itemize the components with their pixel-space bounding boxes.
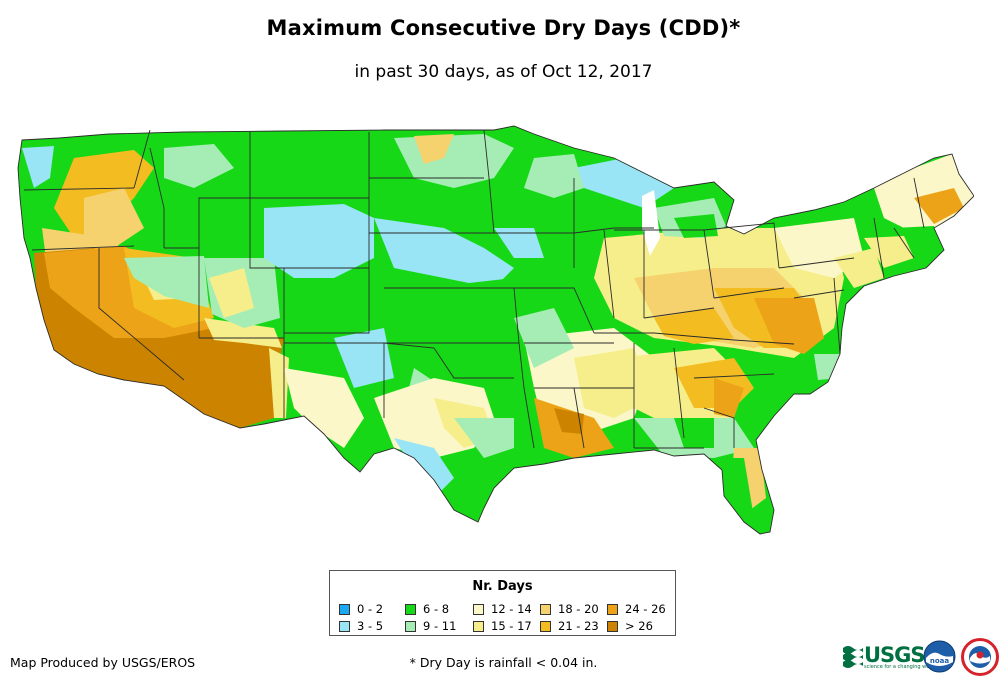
usgs-wave-icon xyxy=(843,646,863,668)
legend-item: 3 - 5 xyxy=(339,619,405,633)
legend-item: 24 - 26 xyxy=(607,602,669,616)
legend-swatch xyxy=(540,603,551,615)
nws-logo xyxy=(961,638,999,676)
noaa-text: noaa xyxy=(930,657,950,665)
map-subtitle: in past 30 days, as of Oct 12, 2017 xyxy=(354,62,653,82)
legend-label: 15 - 17 xyxy=(491,619,532,633)
legend-swatch xyxy=(339,603,350,615)
legend-swatch xyxy=(607,620,618,632)
usgs-wordmark: USGS xyxy=(864,643,926,667)
usgs-tagline: science for a changing world xyxy=(864,664,936,670)
legend-swatch xyxy=(405,603,416,615)
legend-item: 18 - 20 xyxy=(540,602,607,616)
legend-swatch xyxy=(473,603,484,615)
legend-label: 6 - 8 xyxy=(423,602,450,616)
legend-title: Nr. Days xyxy=(472,579,533,594)
legend-label: 24 - 26 xyxy=(625,602,666,616)
map-title: Maximum Consecutive Dry Days (CDD)* xyxy=(266,16,741,40)
map-credit: Map Produced by USGS/EROS xyxy=(10,655,196,670)
legend-item: > 26 xyxy=(607,619,669,633)
legend-item: 0 - 2 xyxy=(339,602,405,616)
legend-label: 3 - 5 xyxy=(357,619,384,633)
legend-box: Nr. Days 0 - 2 6 - 8 12 - 14 18 - 20 24 … xyxy=(329,570,676,636)
legend-item: 21 - 23 xyxy=(540,619,607,633)
noaa-logo: noaa xyxy=(923,640,956,673)
legend-item: 15 - 17 xyxy=(473,619,540,633)
legend-swatch xyxy=(473,620,484,632)
usgs-logo: USGS science for a changing world xyxy=(843,641,936,671)
legend-grid: 0 - 2 6 - 8 12 - 14 18 - 20 24 - 26 3 - … xyxy=(339,602,669,633)
legend-label: 21 - 23 xyxy=(558,619,599,633)
legend-label: > 26 xyxy=(625,619,653,633)
legend-item: 12 - 14 xyxy=(473,602,540,616)
legend-label: 18 - 20 xyxy=(558,602,599,616)
legend-item: 6 - 8 xyxy=(405,602,473,616)
legend-label: 9 - 11 xyxy=(423,619,457,633)
legend-item: 9 - 11 xyxy=(405,619,473,633)
legend-swatch xyxy=(607,603,618,615)
us-cdd-map xyxy=(17,125,974,535)
legend-swatch xyxy=(339,620,350,632)
legend-label: 0 - 2 xyxy=(357,602,384,616)
legend-swatch xyxy=(540,620,551,632)
legend-swatch xyxy=(405,620,416,632)
dry-day-footnote: * Dry Day is rainfall < 0.04 in. xyxy=(409,655,598,670)
legend-label: 12 - 14 xyxy=(491,602,532,616)
